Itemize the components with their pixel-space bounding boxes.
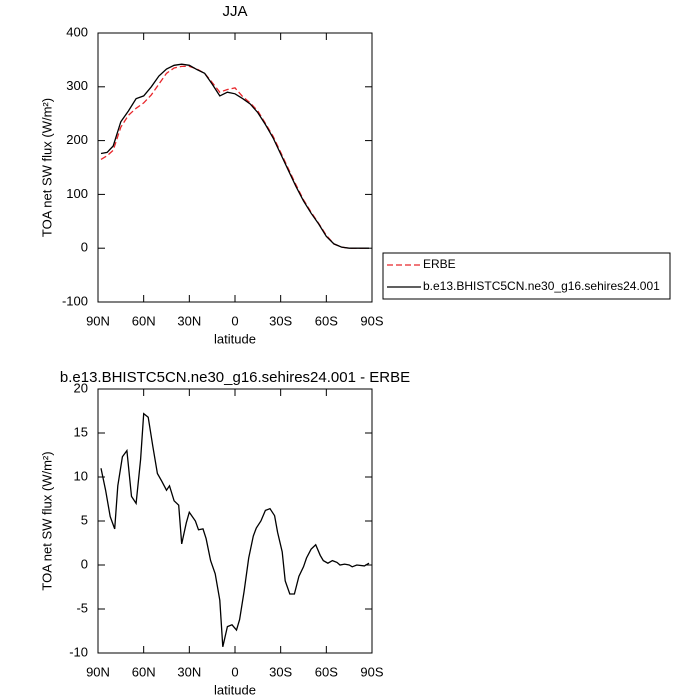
y-tick-label: -10 xyxy=(69,644,88,659)
y-tick-label: 300 xyxy=(66,78,88,93)
x-tick-label: 90S xyxy=(360,664,383,679)
x-tick-label: 30S xyxy=(269,313,292,328)
legend-label: b.e13.BHISTC5CN.ne30_g16.sehires24.001 xyxy=(423,279,660,293)
data-line xyxy=(100,412,370,647)
y-axis-label: TOA net SW flux (W/m²) xyxy=(39,451,54,590)
y-tick-label: 100 xyxy=(66,186,88,201)
legend-box xyxy=(382,252,671,300)
y-tick-label: 200 xyxy=(66,132,88,147)
x-tick-label: 30N xyxy=(177,313,201,328)
x-axis-label: latitude xyxy=(214,682,256,697)
y-tick-label: 0 xyxy=(81,240,88,255)
y-tick-label: 400 xyxy=(66,24,88,39)
y-tick-label: -5 xyxy=(76,600,88,615)
y-tick-label: 5 xyxy=(81,512,88,527)
y-tick-label: 10 xyxy=(74,468,88,483)
x-tick-label: 60N xyxy=(132,664,156,679)
x-tick-label: 60S xyxy=(315,313,338,328)
y-axis-label: TOA net SW flux (W/m²) xyxy=(39,98,54,237)
x-tick-label: 60N xyxy=(132,313,156,328)
x-tick-label: 0 xyxy=(231,664,238,679)
y-tick-label: -100 xyxy=(62,293,88,308)
y-tick-label: 20 xyxy=(74,380,88,395)
chart-title: b.e13.BHISTC5CN.ne30_g16.sehires24.001 -… xyxy=(60,369,410,386)
x-axis-label: latitude xyxy=(214,331,256,346)
x-tick-label: 90N xyxy=(86,664,110,679)
plot-frame xyxy=(97,388,373,654)
x-tick-label: 90N xyxy=(86,313,110,328)
legend-label: ERBE xyxy=(423,257,456,271)
x-tick-label: 30N xyxy=(177,664,201,679)
x-tick-label: 90S xyxy=(360,313,383,328)
chart-title: JJA xyxy=(222,3,247,20)
plot-frame xyxy=(97,32,373,303)
x-tick-label: 0 xyxy=(231,313,238,328)
data-line xyxy=(100,63,369,249)
x-tick-label: 30S xyxy=(269,664,292,679)
y-tick-label: 0 xyxy=(81,556,88,571)
y-tick-label: 15 xyxy=(74,424,88,439)
x-tick-label: 60S xyxy=(315,664,338,679)
